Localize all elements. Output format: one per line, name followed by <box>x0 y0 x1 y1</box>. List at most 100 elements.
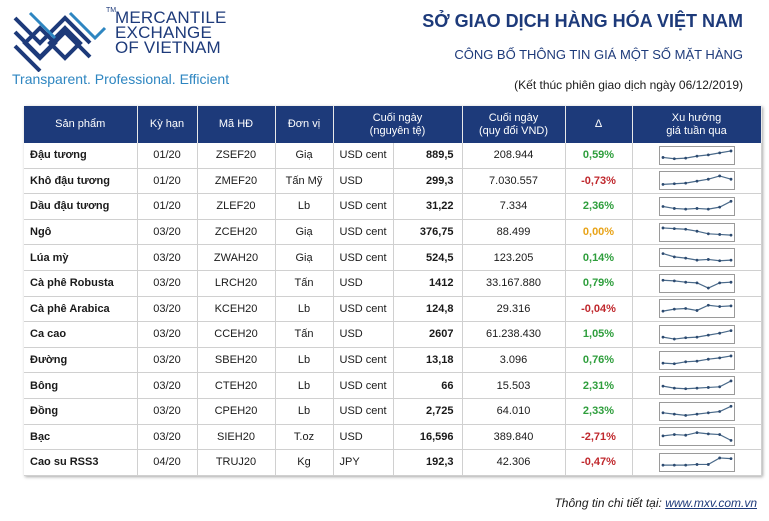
change-cell: 2,36% <box>565 193 633 220</box>
sparkline-point <box>661 278 664 282</box>
vnd-cell: 15.503 <box>462 372 566 399</box>
vnd-cell: 42.306 <box>462 449 566 476</box>
currency-cell: USD cent <box>333 347 394 374</box>
sparkline-point <box>672 255 676 259</box>
product-cell: Đồng <box>24 398 138 425</box>
term-cell: 01/20 <box>137 143 198 169</box>
sparkline-point <box>672 361 676 365</box>
sparkline-point <box>706 207 710 211</box>
product-cell: Khô đậu tương <box>24 168 138 195</box>
vnd-cell: 88.499 <box>462 219 566 246</box>
table-row: Bông 03/20 CTEH20 Lb USD cent 66 15.503 2,31% <box>24 372 762 399</box>
col-trend: Xu hướng giá tuần qua <box>632 106 762 143</box>
brand-line-3: OF VIETNAM <box>115 38 221 57</box>
vnd-cell: 389.840 <box>462 424 566 451</box>
term-cell: 03/20 <box>137 219 198 246</box>
brand-line-1: MERCANTILE <box>115 8 227 27</box>
sparkline-point <box>683 280 687 284</box>
sparkline-point <box>717 232 721 236</box>
sparkline-point <box>717 259 721 263</box>
sparkline-point <box>683 207 687 211</box>
trend-cell <box>632 193 762 220</box>
price-cell: 376,75 <box>393 219 463 246</box>
sparkline-point <box>683 387 687 391</box>
mxv-logo-icon <box>13 11 107 72</box>
trend-sparkline <box>658 401 735 421</box>
trend-cell <box>632 219 762 246</box>
footer-link[interactable]: www.mxv.com.vn <box>665 496 757 510</box>
vnd-cell: 123.205 <box>462 244 566 271</box>
sparkline-point <box>661 183 664 187</box>
sparkline-point <box>729 439 732 443</box>
sparkline-point <box>717 205 721 209</box>
unit-cell: Giạ <box>275 244 334 271</box>
table-body: Đậu tương 01/20 ZSEF20 Giạ USD cent 889,5 208.… <box>24 143 762 476</box>
sparkline-point <box>683 463 687 467</box>
page-title: SỞ GIAO DỊCH HÀNG HÓA VIỆT NAM <box>422 11 743 31</box>
commodity-price-table: Sản phẩm Kỳ hạn Mã HĐ Đơn vị Cuối ngày (… <box>24 106 762 476</box>
table-row: Khô đậu tương 01/20 ZMEF20 Tấn Mỹ USD 299,3 7.… <box>24 168 762 195</box>
code-cell: CCEH20 <box>197 321 276 348</box>
product-cell: Bạc <box>24 424 138 451</box>
vnd-cell: 208.944 <box>462 143 566 169</box>
currency-cell: USD cent <box>333 193 394 220</box>
trend-sparkline <box>658 248 735 268</box>
sparkline-point <box>729 457 732 460</box>
sparkline-point <box>729 404 732 408</box>
unit-cell: Lb <box>275 398 334 425</box>
unit-cell: Tấn <box>275 270 334 297</box>
sparkline-point <box>706 304 710 308</box>
change-cell: -0,73% <box>565 168 633 195</box>
sparkline-point <box>717 409 721 413</box>
trend-cell <box>632 270 762 297</box>
sparkline-point <box>706 258 710 262</box>
trend-cell <box>632 347 762 374</box>
sparkline-point <box>717 151 721 155</box>
trend-cell <box>632 398 762 425</box>
col-close-native-l2: (nguyên tệ) <box>369 124 426 137</box>
sparkline-point <box>661 226 664 229</box>
sparkline-point <box>661 155 664 159</box>
col-term: Kỳ hạn <box>137 106 198 143</box>
currency-cell: USD cent <box>333 296 394 323</box>
term-cell: 03/20 <box>137 372 198 399</box>
sparkline-point <box>706 357 710 361</box>
footer-label: Thông tin chi tiết tại: <box>554 496 666 510</box>
sparkline-point <box>729 178 732 181</box>
trend-cell <box>632 372 762 399</box>
currency-cell: USD cent <box>333 143 394 169</box>
sparkline-point <box>672 182 676 186</box>
sparkline-frame <box>658 299 735 319</box>
sparkline-point <box>729 329 732 332</box>
sparkline-point <box>706 411 710 414</box>
brand-tagline: Transparent. Professional. Efficient <box>12 71 230 87</box>
col-close-vnd-l2: (quy đổi VND) <box>478 124 549 137</box>
currency-cell: USD <box>333 270 394 297</box>
sparkline-point <box>695 180 698 183</box>
sparkline-frame <box>658 427 735 447</box>
price-cell: 2,725 <box>393 398 463 425</box>
term-cell: 03/20 <box>137 244 198 271</box>
unit-cell: Lb <box>275 372 334 399</box>
sparkline-point <box>661 434 664 438</box>
sparkline-point <box>683 256 687 260</box>
table-row: Dầu đậu tương 01/20 ZLEF20 Lb USD cent 31,22 7… <box>24 193 762 220</box>
table-row: Cao su RSS3 04/20 TRUJ20 Kg JPY 192,3 42.306 -0… <box>24 449 762 476</box>
trend-sparkline <box>658 222 735 242</box>
trend-sparkline <box>658 350 735 370</box>
sparkline-point <box>729 233 732 237</box>
sparkline-point <box>695 431 698 435</box>
trend-sparkline <box>658 427 735 447</box>
sparkline-point <box>706 432 710 436</box>
sparkline-point <box>706 462 710 466</box>
table-row: Ngô 03/20 ZCEH20 Giạ USD cent 376,75 88.499 0,0… <box>24 219 762 246</box>
vnd-cell: 3.096 <box>462 347 566 374</box>
product-cell: Cà phê Robusta <box>24 270 138 297</box>
col-close-vnd: Cuối ngày (quy đổi VND) <box>462 106 566 143</box>
price-cell: 1412 <box>393 270 463 297</box>
sparkline-point <box>717 305 721 309</box>
col-code: Mã HĐ <box>197 106 276 143</box>
change-cell: 2,33% <box>565 398 633 425</box>
trend-sparkline <box>658 145 735 165</box>
sparkline-point <box>672 226 676 230</box>
